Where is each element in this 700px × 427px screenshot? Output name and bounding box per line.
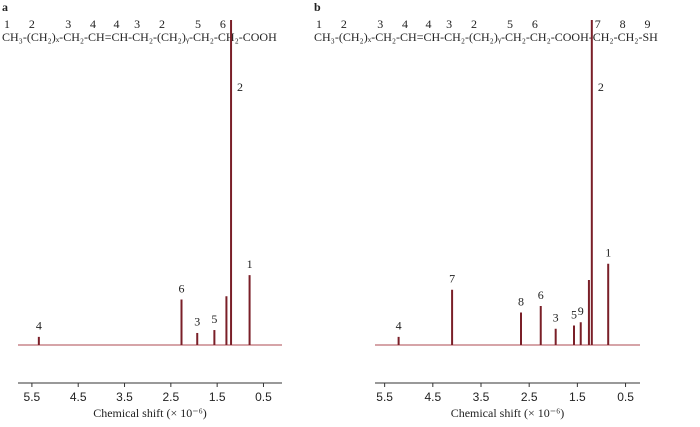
peak-label: 9 (578, 304, 584, 318)
peak-label: 5 (571, 307, 577, 321)
x-tick-label: 2.5 (162, 390, 179, 404)
formula-part: CH₂- (444, 30, 469, 44)
x-tick-label: 3.5 (473, 390, 490, 404)
formula-part: CH- (423, 30, 444, 44)
x-axis-label: Chemical shift (× 10⁻⁶) (93, 406, 207, 420)
formula-number: 5 (507, 17, 513, 31)
peak-label: 8 (518, 294, 524, 308)
formula-number: 4 (425, 17, 431, 31)
formula-part: -COOH (239, 30, 277, 44)
x-tick-label: 5.5 (376, 390, 393, 404)
formula-number: 2 (29, 17, 35, 31)
formula-number: 3 (446, 17, 452, 31)
peak-label: 3 (194, 315, 200, 329)
formula-part: CH₂- (193, 30, 218, 44)
formula-number: 7 (595, 17, 601, 31)
formula-number: 2 (159, 17, 165, 31)
formula-part: (CH₂)ᵧ- (469, 30, 505, 44)
peak-label: 2 (237, 80, 243, 94)
formula-number: 4 (113, 17, 119, 31)
formula-part: CH₂- (505, 30, 530, 44)
formula-part: CH= (88, 30, 112, 44)
formula-number: 1 (4, 17, 10, 31)
peak-label: 5 (211, 312, 217, 326)
formula-number: 3 (377, 17, 383, 31)
x-tick-label: 5.5 (24, 390, 41, 404)
formula-part: CH- (111, 30, 132, 44)
formula-number: 5 (195, 17, 201, 31)
formula-part: CH₂- (375, 30, 400, 44)
x-tick-label: 1.5 (209, 390, 226, 404)
x-tick-label: 4.5 (424, 390, 441, 404)
formula-part: CH₂- (132, 30, 157, 44)
formula-number: 8 (620, 17, 626, 31)
peak-label: 1 (247, 257, 253, 271)
formula-part: (CH₂)ᵧ- (157, 30, 193, 44)
peak-label: 1 (605, 246, 611, 260)
formula-number: 9 (644, 17, 650, 31)
formula-number: 3 (65, 17, 71, 31)
formula-part: CH₂ (218, 30, 239, 44)
formula-part: (CH₂)ₓ- (27, 30, 63, 44)
panel-label: a (2, 0, 8, 14)
formula-part: CH₂- (63, 30, 88, 44)
formula-number: 4 (402, 17, 408, 31)
formula-part: CH= (400, 30, 424, 44)
formula-part: CH₃- (314, 30, 339, 44)
x-tick-label: 0.5 (617, 390, 634, 404)
formula-part: -COOH- (551, 30, 593, 44)
formula-number: 6 (532, 17, 538, 31)
panel-label: b (314, 0, 321, 14)
peak-label: 3 (553, 311, 559, 325)
x-tick-label: 0.5 (255, 390, 272, 404)
formula-part: (CH₂)ₓ- (339, 30, 375, 44)
formula-number: 1 (316, 17, 322, 31)
formula-number: 6 (220, 17, 226, 31)
peak-label: 4 (396, 319, 402, 333)
peak-label: 7 (449, 272, 455, 286)
x-axis-label: Chemical shift (× 10⁻⁶) (451, 406, 565, 420)
x-tick-label: 3.5 (116, 390, 133, 404)
formula-part: CH₂- (618, 30, 643, 44)
formula-number: 2 (341, 17, 347, 31)
x-tick-label: 4.5 (70, 390, 87, 404)
formula-number: 3 (134, 17, 140, 31)
peak-label: 2 (598, 80, 604, 94)
formula-part: CH₂- (593, 30, 618, 44)
x-tick-label: 2.5 (521, 390, 538, 404)
formula-part: SH (642, 30, 658, 44)
formula-number: 4 (90, 17, 96, 31)
peak-label: 6 (538, 288, 544, 302)
formula-number: 2 (471, 17, 477, 31)
formula-part: CH₂ (530, 30, 551, 44)
formula-part: CH₃- (2, 30, 27, 44)
peak-label: 4 (36, 319, 42, 333)
x-tick-label: 1.5 (569, 390, 586, 404)
peak-label: 6 (178, 281, 184, 295)
